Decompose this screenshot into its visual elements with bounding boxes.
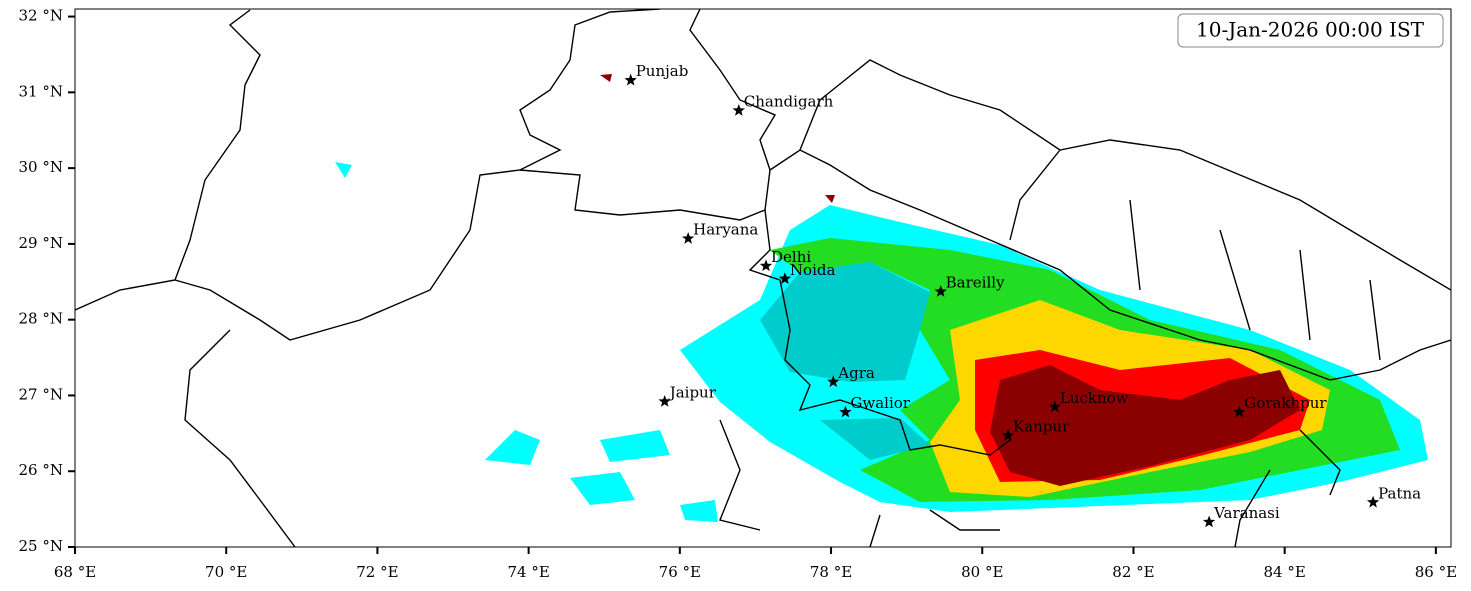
x-tick-label: 74 °E — [507, 563, 549, 581]
timestamp-box — [1177, 13, 1444, 48]
city-marker — [827, 375, 840, 388]
y-tick-label: 25 °N — [19, 537, 63, 555]
city-label: Haryana — [693, 221, 758, 239]
y-tick-label: 29 °N — [19, 234, 63, 252]
city-marker — [839, 405, 852, 418]
city-marker — [759, 259, 773, 272]
y-tick-label: 27 °N — [19, 385, 63, 403]
x-tick-label: 82 °E — [1112, 563, 1154, 581]
y-tick-label: 31 °N — [19, 82, 63, 100]
x-tick-label: 86 °E — [1415, 563, 1457, 581]
city-marker — [732, 104, 745, 116]
city-label: Lucknow — [1060, 389, 1129, 407]
city-label: Delhi — [771, 248, 811, 266]
city-label: Gorakhpur — [1244, 394, 1327, 412]
city-marker — [682, 232, 695, 244]
city-marker — [658, 395, 671, 407]
border — [799, 59, 1451, 291]
x-tick-label: 80 °E — [961, 563, 1003, 581]
border — [75, 9, 261, 311]
city-marker — [1366, 495, 1380, 508]
border — [519, 9, 777, 221]
rain-dark-red — [600, 74, 1300, 486]
border — [174, 9, 661, 341]
city-label: Kanpur — [1013, 418, 1070, 436]
city-label: Agra — [837, 364, 875, 382]
city-label: Punjab — [636, 62, 689, 80]
rain-dark-cyan — [760, 262, 930, 460]
city-label: Bareilly — [946, 274, 1005, 292]
x-tick-label: 78 °E — [810, 563, 852, 581]
city-label: Jaipur — [668, 384, 717, 402]
map-frame — [74, 8, 1452, 548]
x-tick-label: 84 °E — [1264, 563, 1306, 581]
city-marker — [778, 272, 792, 284]
city-label: Gwalior — [850, 394, 910, 412]
city-label: Varanasi — [1213, 504, 1280, 522]
y-tick-label: 32 °N — [19, 7, 63, 25]
y-tick-label: 30 °N — [19, 158, 63, 176]
y-tick-label: 26 °N — [19, 461, 63, 479]
timestamp: 10-Jan-2026 00:00 IST — [1196, 18, 1425, 42]
x-tick-label: 70 °E — [205, 563, 247, 581]
rain-cyan — [335, 162, 718, 522]
border — [748, 209, 1011, 456]
city-marker — [934, 285, 947, 297]
border — [719, 339, 1451, 547]
city-label: Chandigarh — [744, 93, 834, 111]
city-marker — [1048, 400, 1061, 413]
x-tick-label: 76 °E — [659, 563, 701, 581]
border — [184, 329, 296, 547]
map-layers — [75, 9, 1451, 547]
city-label: Patna — [1378, 484, 1421, 502]
city-marker — [1233, 405, 1246, 418]
city-marker — [1001, 429, 1015, 441]
y-tick-label: 28 °N — [19, 310, 63, 328]
city-label: Noida — [790, 261, 836, 279]
x-tick-label: 72 °E — [356, 563, 398, 581]
x-tick-label: 68 °E — [54, 563, 96, 581]
border — [1009, 149, 1381, 361]
border — [769, 149, 1331, 381]
city-marker — [624, 73, 637, 86]
city-marker — [1202, 515, 1216, 528]
